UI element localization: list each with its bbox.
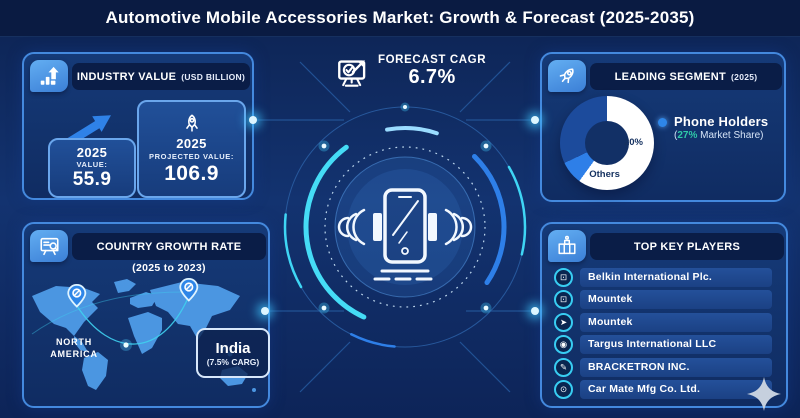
industry-value-panel: INDUSTRY VALUE (USD BILLION) 2025 VALUE:… — [22, 52, 254, 200]
key-players-panel: TOP KEY PLAYERS ⊡ Belkin International P… — [540, 222, 788, 411]
connector-glow-dot — [531, 307, 539, 315]
route-glow-dot — [120, 339, 132, 351]
player-name: Mountek — [580, 290, 772, 310]
current-value-card: 2025 VALUE: 55.9 — [48, 138, 136, 198]
player-name: Belkin International Plc. — [580, 268, 772, 287]
page-title: Automotive Mobile Accessories Market: Gr… — [0, 0, 800, 37]
leading-segment-header-label: LEADING SEGMENT — [614, 70, 727, 83]
pen-icon: ✎ — [554, 357, 573, 377]
legend-share-value: 27% — [677, 130, 698, 141]
mount-icon: ⊡ — [554, 268, 573, 287]
projected-value-card: 2025 PROJECTED VALUE: 106.9 — [137, 100, 246, 198]
country-growth-header-label: COUNTRY GROWTH RATE — [96, 240, 242, 253]
north-america-label: NORTH AMERICA — [50, 337, 98, 360]
connector-glow-dot — [249, 116, 257, 124]
player-row: ⊡ Mountek — [554, 290, 772, 310]
leading-segment-header: LEADING SEGMENT (2025) — [590, 63, 782, 90]
player-name: Targus International LLC — [580, 335, 772, 355]
chart-magnifier-icon — [30, 230, 68, 262]
donut-slice-label: 20% — [623, 137, 643, 148]
player-row: ➤ Mountek — [554, 312, 772, 332]
location-pin-icon — [67, 283, 87, 308]
country-growth-panel: COUNTRY GROWTH RATE (2025 to 2023) — [22, 222, 270, 408]
projected-value-number: 106.9 — [164, 161, 219, 185]
legend-name: Phone Holders — [674, 114, 769, 129]
player-row: ◉ Targus International LLC — [554, 335, 772, 355]
legend-bullet-dot — [658, 118, 667, 127]
connector-glow-dot — [261, 307, 269, 315]
forecast-cagr-block: FORECAST CAGR 6.7% — [336, 54, 486, 89]
lock-icon: ⊙ — [554, 379, 573, 399]
forecast-cagr-value: 6.7% — [408, 66, 456, 88]
mount-icon: ⊡ — [554, 290, 573, 310]
player-name: BRACKETRON INC. — [580, 357, 772, 377]
world-map — [31, 278, 256, 392]
four-point-star-icon — [747, 377, 781, 411]
current-value-number: 55.9 — [72, 169, 112, 190]
projected-value-year: 2025 — [176, 135, 207, 151]
rocket-icon — [548, 60, 586, 92]
presentation-check-arrow-icon — [338, 59, 366, 87]
country-growth-subtitle: (2025 to 2023) — [132, 262, 206, 274]
current-value-label: VALUE: — [76, 160, 108, 169]
player-name: Car Mate Mfg Co. Ltd. — [580, 379, 772, 399]
player-name: Mountek — [580, 312, 772, 332]
industry-value-header-unit: (USD BILLION) — [181, 71, 246, 82]
industry-value-header-label: INDUSTRY VALUE — [76, 70, 177, 83]
key-players-list: ⊡ Belkin International Plc. ⊡ Mountek ➤ … — [554, 268, 772, 402]
key-players-header: TOP KEY PLAYERS — [590, 233, 784, 260]
podium-icon — [548, 230, 586, 262]
tech-circles-graphic — [283, 102, 527, 349]
country-growth-header: COUNTRY GROWTH RATE — [72, 233, 266, 260]
industry-value-header: INDUSTRY VALUE (USD BILLION) — [72, 63, 250, 90]
send-icon: ➤ — [554, 312, 573, 332]
projected-value-label: PROJECTED VALUE: — [149, 151, 234, 161]
segment-donut-chart: 20% Others — [560, 96, 654, 190]
legend-share: (27% Market Share) — [674, 130, 768, 141]
location-pin-icon — [179, 278, 199, 302]
player-row: ⊙ Car Mate Mfg Co. Ltd. — [554, 379, 772, 399]
forecast-cagr-label: FORECAST CAGR — [378, 54, 487, 66]
leading-segment-header-year: (2025) — [731, 71, 758, 82]
center-graphic — [272, 94, 538, 360]
legend-share-prefix: ( — [674, 130, 678, 141]
india-growth-value: (7.5% CARG) — [206, 356, 260, 367]
connector-glow-dot — [531, 116, 539, 124]
leading-segment-panel: LEADING SEGMENT (2025) 20% Others Phone … — [540, 52, 786, 202]
legend-share-suffix: Market Share) — [697, 130, 764, 141]
pin-icon: ◉ — [554, 335, 573, 355]
player-row: ✎ BRACKETRON INC. — [554, 357, 772, 377]
key-players-header-label: TOP KEY PLAYERS — [633, 240, 741, 253]
segment-legend: Phone Holders (27% Market Share) — [658, 114, 768, 141]
india-highlight-box: India (7.5% CARG) — [196, 328, 270, 378]
player-row: ⊡ Belkin International Plc. — [554, 268, 772, 287]
glow-dots — [318, 102, 492, 314]
current-value-year: 2025 — [76, 145, 108, 160]
india-country-name: India — [215, 339, 251, 357]
rocket-icon — [185, 114, 198, 132]
phone-in-mount-with-waves-icon — [337, 188, 473, 281]
donut-others-label: Others — [589, 169, 620, 180]
bar-chart-growth-icon — [30, 60, 68, 92]
